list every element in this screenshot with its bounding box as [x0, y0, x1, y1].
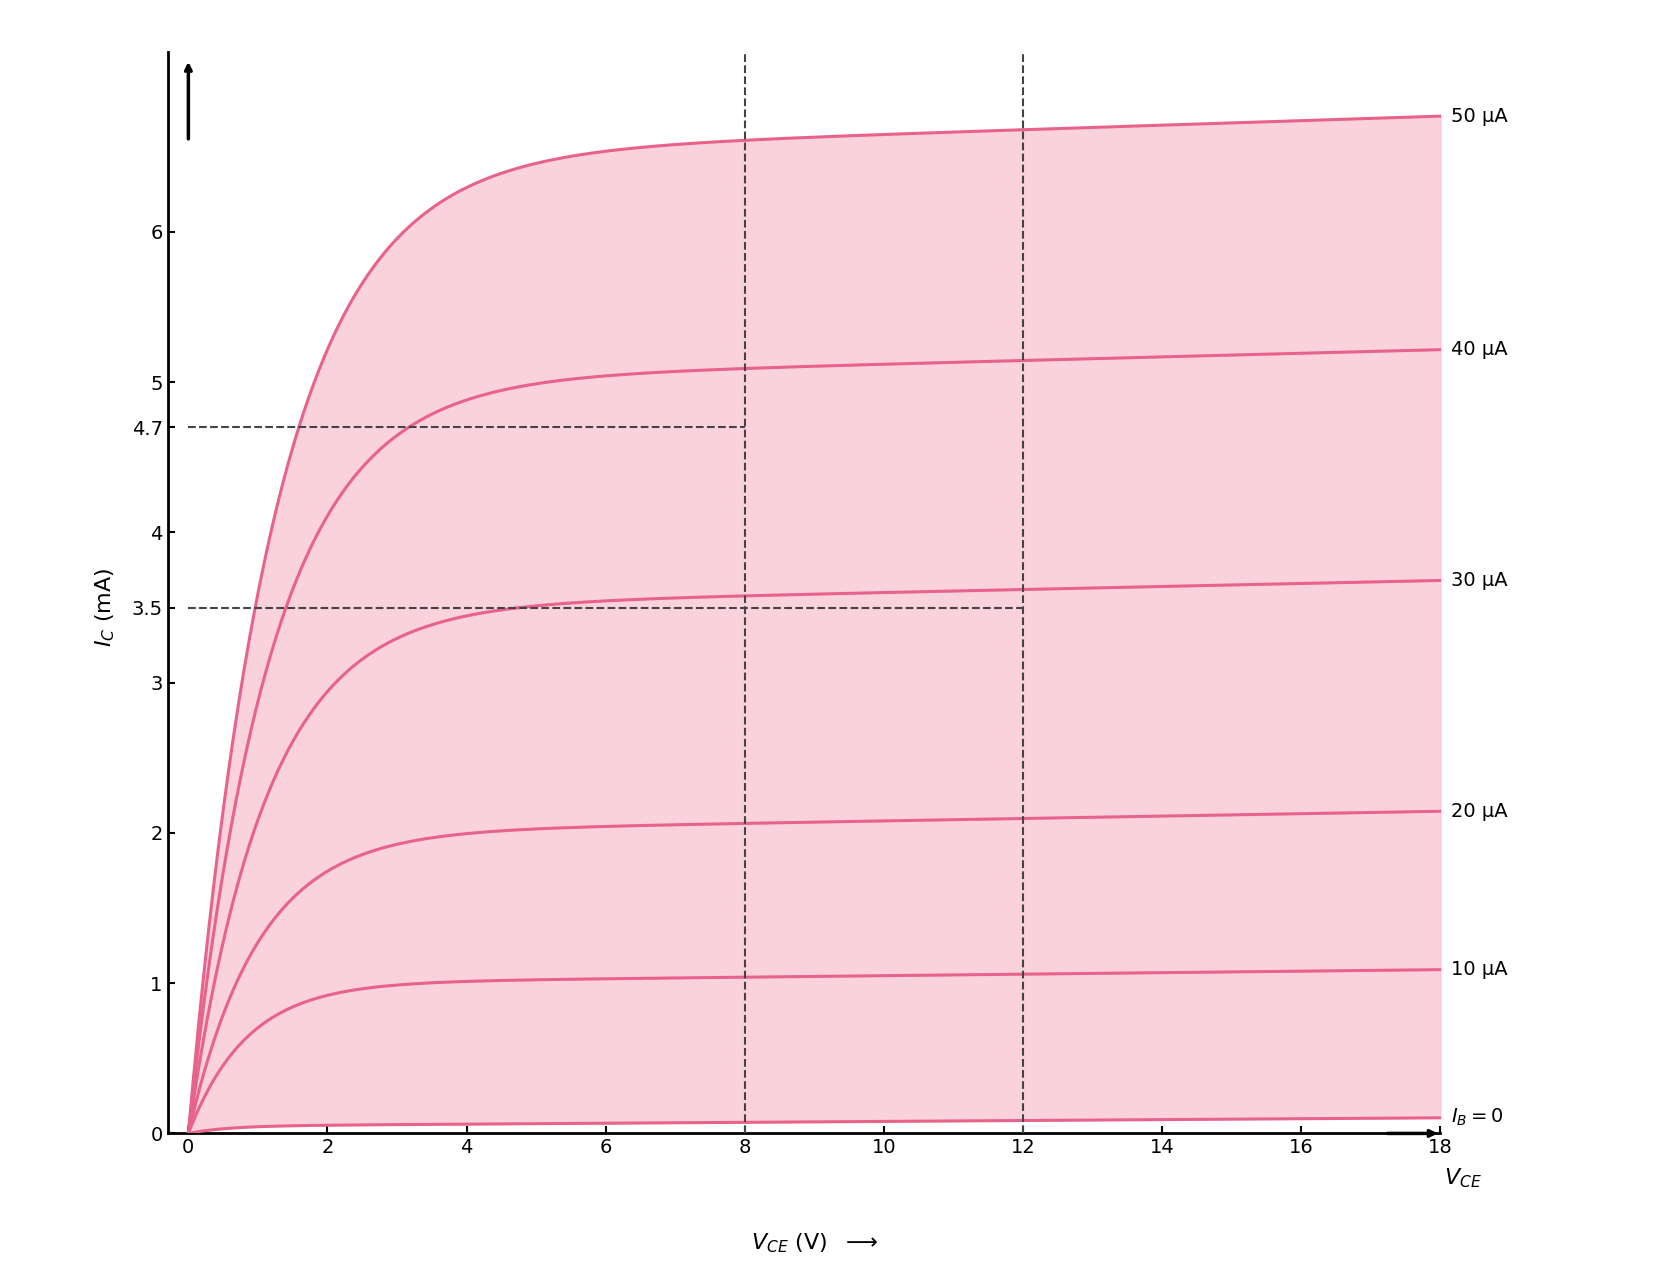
Text: $I_C$ (mA): $I_C$ (mA)	[94, 568, 117, 647]
Text: 30 μA: 30 μA	[1451, 571, 1508, 590]
Text: 50 μA: 50 μA	[1451, 107, 1508, 126]
Text: 20 μA: 20 μA	[1451, 801, 1508, 820]
Text: 40 μA: 40 μA	[1451, 340, 1508, 359]
Text: 10 μA: 10 μA	[1451, 960, 1508, 979]
Text: $I_B = 0$: $I_B = 0$	[1451, 1108, 1504, 1128]
Text: $V_{CE}$: $V_{CE}$	[1444, 1167, 1482, 1190]
Text: $V_{CE}$ (V)  $\longrightarrow$: $V_{CE}$ (V) $\longrightarrow$	[750, 1231, 878, 1255]
